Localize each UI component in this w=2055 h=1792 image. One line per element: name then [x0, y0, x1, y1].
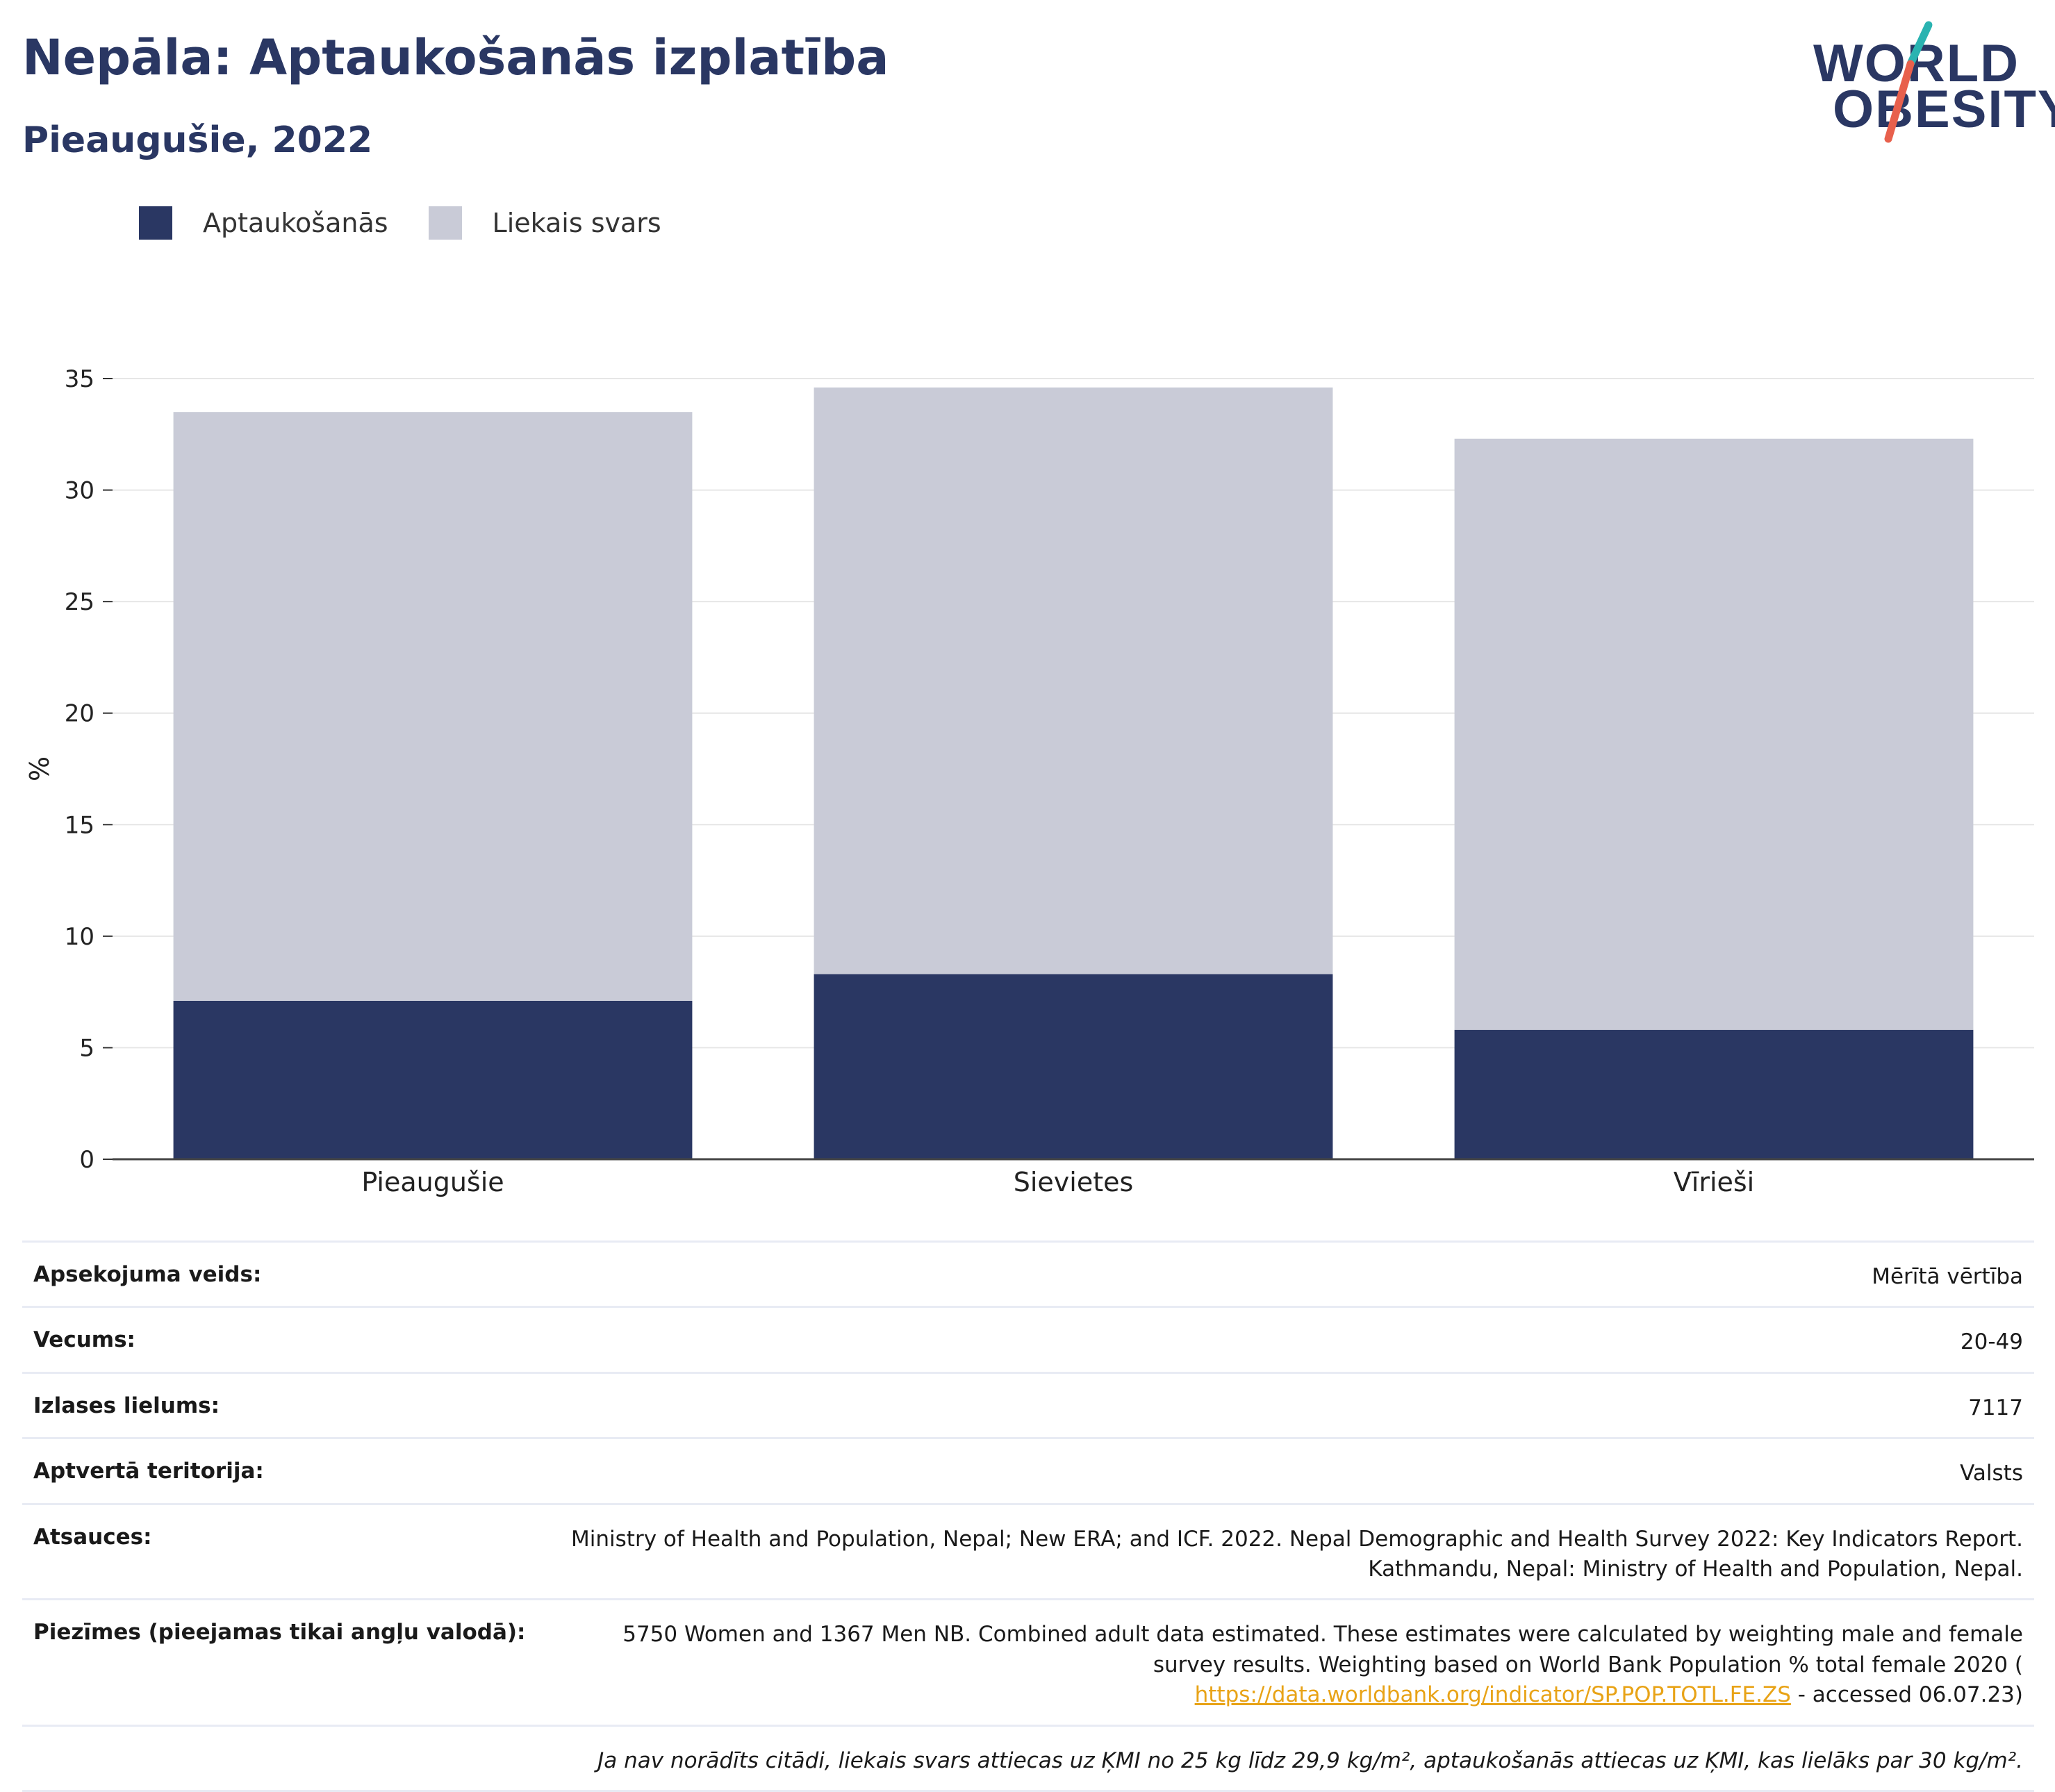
bar-chart: 0 5 10 15 20 25 30 35 Pieaugušie Sievietes Vīrieši… — [24, 365, 2034, 1197]
worldbank-link[interactable]: https://data.worldbank.org/indicator/SP.… — [1194, 1682, 1791, 1708]
bar-overweight[interactable] — [814, 387, 1333, 974]
x-category-label: Pieaugušie — [361, 1167, 504, 1197]
bar-obesity[interactable] — [814, 974, 1333, 1159]
y-tick-label: 25 — [65, 588, 94, 616]
notes-line-1: 5750 Women and 1367 Men NB. Combined adu… — [622, 1622, 2023, 1648]
legend-item-obesity[interactable]: Aptaukošanās — [139, 206, 388, 240]
bar-overweight[interactable] — [1454, 438, 1974, 1030]
info-label: Piezīmes (pieejamas tikai angļu valodā): — [33, 1620, 526, 1645]
chart-legend: Aptaukošanās Liekais svars — [139, 206, 702, 240]
y-tick-label: 5 — [79, 1034, 94, 1062]
legend-label-overweight: Liekais svars — [492, 208, 661, 238]
y-axis-title: % — [24, 756, 55, 781]
y-tick-label: 30 — [65, 477, 94, 505]
info-row-references: Atsauces: Ministry of Health and Populat… — [22, 1502, 2034, 1599]
info-value: 7117 — [1968, 1395, 2023, 1420]
info-row-sample-size: Izlases lielums: 7117 — [22, 1371, 2034, 1437]
logo-line-2: OBESITY — [1833, 80, 2055, 139]
bar-obesity[interactable] — [1454, 1029, 1974, 1159]
notes-line-2: survey results. Weighting based on World… — [1153, 1652, 2023, 1677]
info-row-coverage: Aptvertā teritorija: Valsts — [22, 1437, 2034, 1502]
x-category-label: Vīrieši — [1674, 1167, 1754, 1197]
y-tick-label: 35 — [65, 365, 94, 393]
info-row-survey-type: Apsekojuma veids: Mērītā vērtība — [22, 1241, 2034, 1306]
info-row-notes: Piezīmes (pieejamas tikai angļu valodā):… — [22, 1598, 2034, 1724]
y-tick-label: 20 — [65, 700, 94, 728]
info-label: Atsauces: — [33, 1524, 152, 1550]
info-value: Valsts — [1960, 1461, 2023, 1486]
page-title: Nepāla: Aptaukošanās izplatība — [22, 29, 889, 86]
info-label: Apsekojuma veids: — [33, 1262, 262, 1287]
reference-line-2: Kathmandu, Nepal: Ministry of Health and… — [1368, 1556, 2023, 1582]
bar-obesity[interactable] — [173, 1000, 693, 1159]
info-row-footnote: Ja nav norādīts citādi, liekais svars at… — [22, 1724, 2034, 1792]
reference-line-1: Ministry of Health and Population, Nepal… — [571, 1526, 2023, 1552]
x-category-label: Sievietes — [1014, 1167, 1134, 1197]
info-row-age: Vecums: 20-49 — [22, 1306, 2034, 1371]
legend-swatch-obesity — [139, 206, 172, 240]
y-tick-label: 10 — [65, 923, 94, 951]
info-label: Izlases lielums: — [33, 1393, 220, 1418]
logo-slash-icon — [1884, 21, 1933, 143]
info-value: Ministry of Health and Population, Nepal… — [571, 1525, 2023, 1585]
info-label: Vecums: — [33, 1327, 135, 1353]
notes-line-3-suffix: - accessed 06.07.23) — [1790, 1682, 2023, 1708]
legend-item-overweight[interactable]: Liekais svars — [428, 206, 661, 240]
page-subtitle: Pieaugušie, 2022 — [22, 119, 373, 161]
info-label: Aptvertā teritorija: — [33, 1459, 264, 1484]
survey-info-table: Apsekojuma veids: Mērītā vērtība Vecums:… — [22, 1241, 2034, 1792]
footnote-text: Ja nav norādīts citādi, liekais svars at… — [597, 1748, 2023, 1773]
y-tick-label: 0 — [79, 1146, 94, 1174]
info-value: 5750 Women and 1367 Men NB. Combined adu… — [622, 1620, 2023, 1710]
legend-swatch-overweight — [428, 206, 462, 240]
y-tick-label: 15 — [65, 811, 94, 839]
world-obesity-logo: WORLD OBESITY — [1813, 19, 2055, 144]
info-value: 20-49 — [1960, 1329, 2023, 1355]
bar-overweight[interactable] — [173, 412, 693, 1001]
legend-label-obesity: Aptaukošanās — [203, 208, 388, 238]
info-value: Mērītā vērtība — [1872, 1264, 2023, 1289]
